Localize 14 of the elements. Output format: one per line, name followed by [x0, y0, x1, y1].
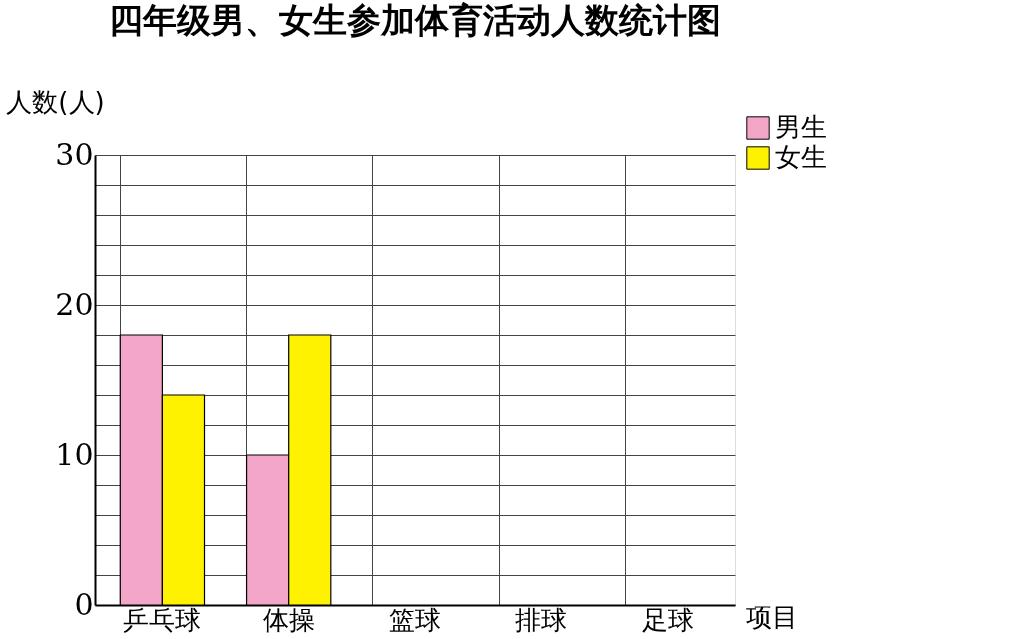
x-tick-label: 足球 — [641, 604, 694, 635]
x-tick-label: 乒乓球 — [123, 604, 202, 635]
x-tick-label: 排球 — [515, 604, 568, 635]
y-axis-title: 人数(人) — [6, 86, 105, 117]
y-tick-label: 10 — [55, 436, 94, 472]
x-tick-label: 篮球 — [389, 604, 441, 635]
x-tick-label: 体操 — [262, 604, 315, 635]
legend-label: 男生 — [775, 112, 827, 142]
chart-title: 四年级男、女生参加体育活动人数统计图 — [109, 0, 721, 40]
x-axis-title: 项目 — [745, 601, 798, 632]
y-tick-label: 30 — [55, 136, 94, 172]
legend-label: 女生 — [775, 142, 827, 172]
y-tick-label: 20 — [55, 286, 94, 322]
y-tick-label: 0 — [74, 586, 94, 622]
